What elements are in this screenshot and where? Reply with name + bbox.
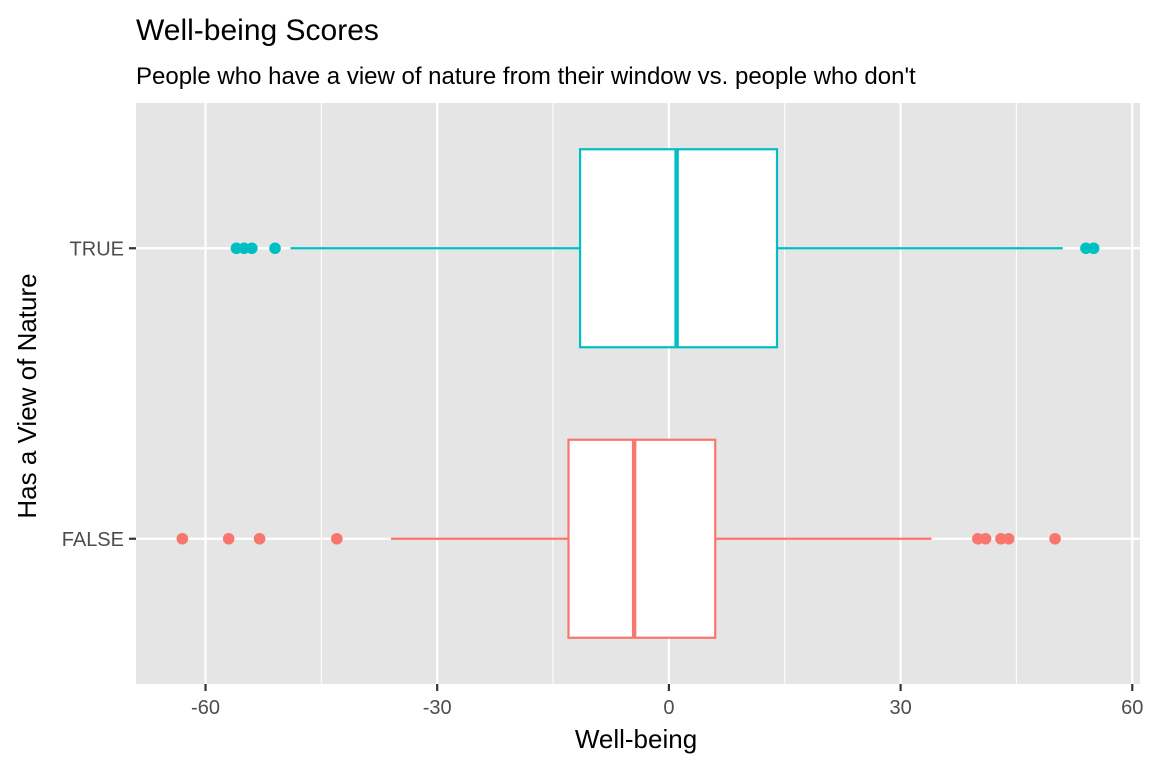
outlier-point	[176, 532, 189, 545]
y-tick-label: TRUE	[70, 238, 124, 260]
outlier-point	[979, 532, 992, 545]
outlier-point	[1087, 242, 1100, 255]
outlier-point	[253, 532, 266, 545]
x-tick-label: -60	[191, 697, 220, 719]
chart-subtitle: People who have a view of nature from th…	[136, 63, 916, 90]
outlier-point	[222, 532, 235, 545]
box-iqr	[567, 438, 717, 639]
outlier-point	[331, 532, 343, 545]
y-tick-label: FALSE	[62, 529, 124, 551]
chart-title: Well-being Scores	[136, 14, 379, 47]
outlier-point	[1002, 532, 1015, 545]
x-tick-label: 30	[889, 697, 911, 719]
boxplot-false	[176, 438, 1061, 639]
axis-layer: -60 -30 0 30 60 FALSE TRUE	[62, 238, 1144, 719]
x-axis-title: Well-being	[575, 724, 697, 754]
boxplot-true	[230, 148, 1100, 349]
x-tick-label: -30	[423, 697, 452, 719]
x-tick-label: 60	[1121, 697, 1143, 719]
outlier-point	[246, 242, 258, 255]
outlier-point	[269, 242, 281, 255]
x-tick-label: 0	[663, 697, 674, 719]
y-axis-title: Has a View of Nature	[12, 273, 42, 518]
outlier-point	[1049, 532, 1061, 545]
box-layer	[176, 148, 1100, 639]
